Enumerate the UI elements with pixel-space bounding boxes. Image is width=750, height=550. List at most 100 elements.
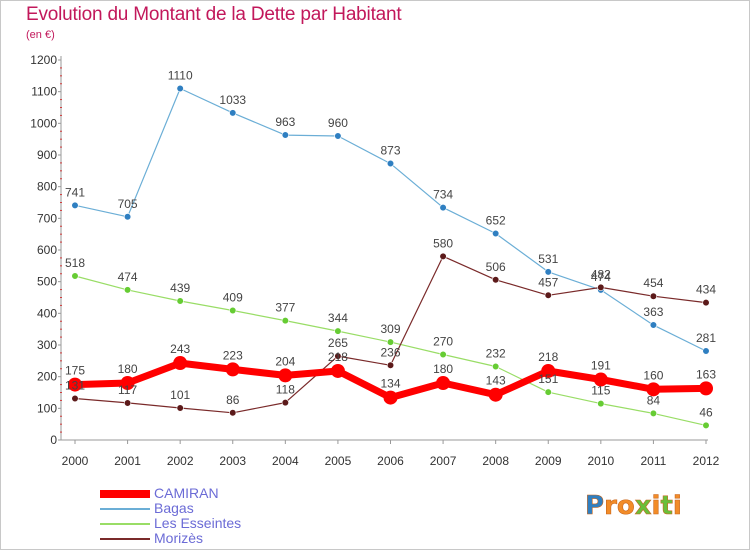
data-label-bagas: 963 — [275, 115, 295, 129]
data-point-les-esseintes — [386, 338, 395, 346]
data-point-bagas — [71, 201, 79, 209]
legend-swatch-camiran — [100, 490, 150, 498]
y-tick-label: 400 — [37, 306, 57, 320]
data-label-bagas: 734 — [433, 188, 453, 202]
axes: 0 100 200 300 400 500 600 700 800 900 1000 1100 1200… — [30, 53, 719, 468]
series-layer — [68, 84, 713, 430]
data-point-les-esseintes — [492, 362, 500, 371]
data-label-bagas: 960 — [328, 116, 348, 130]
data-point-bagas — [439, 203, 447, 212]
data-label-moriz-s: 118 — [276, 383, 295, 397]
y-tick-label: 1100 — [31, 85, 57, 99]
y-tick-label: 1200 — [30, 53, 57, 67]
data-point-moriz-s — [229, 409, 237, 417]
x-tick-label: 2011 — [641, 454, 667, 468]
logo-letter: x — [635, 491, 652, 521]
series-bagas — [71, 84, 710, 355]
data-label-camiran: 180 — [433, 362, 453, 376]
data-label-moriz-s: 482 — [591, 267, 611, 281]
data-point-camiran — [68, 377, 82, 392]
data-label-moriz-s: 434 — [696, 283, 716, 297]
data-label-bagas: 363 — [643, 305, 663, 319]
data-label-moriz-s: 265 — [328, 336, 348, 350]
data-point-moriz-s — [492, 276, 500, 284]
data-point-bagas — [176, 84, 184, 93]
data-point-moriz-s — [334, 352, 342, 360]
data-point-camiran — [541, 363, 556, 378]
data-point-moriz-s — [439, 252, 447, 260]
data-label-moriz-s: 117 — [118, 383, 137, 397]
legend-label-les-esseintes: Les Esseintes — [154, 515, 242, 531]
data-point-bagas — [649, 321, 658, 329]
x-tick-label: 2001 — [114, 454, 141, 468]
x-tick-label: 2007 — [430, 454, 457, 468]
logo-letter: P — [585, 491, 604, 521]
logo-letter: i — [652, 491, 661, 521]
data-point-moriz-s — [597, 283, 605, 291]
y-tick-label: 600 — [37, 243, 57, 257]
data-label-bagas: 474 — [591, 270, 611, 284]
data-point-camiran — [436, 376, 451, 390]
y-tick-label: 1000 — [30, 116, 57, 130]
data-point-moriz-s — [281, 399, 289, 407]
data-label-bagas: 1110 — [168, 69, 193, 83]
legend-label-moriz-s: Morizès — [154, 530, 204, 546]
data-label-camiran: 143 — [486, 374, 506, 388]
data-point-les-esseintes — [649, 409, 658, 418]
data-point-les-esseintes — [334, 327, 342, 335]
y-tick-label: 200 — [37, 370, 57, 384]
data-label-camiran: 218 — [328, 350, 348, 364]
data-point-camiran — [330, 363, 345, 378]
data-label-bagas: 1033 — [219, 93, 246, 107]
data-label-les-esseintes: 474 — [118, 270, 138, 284]
data-label-bagas: 705 — [118, 197, 138, 211]
legend-item-camiran: CAMIRAN — [100, 486, 300, 501]
data-label-camiran: 163 — [696, 367, 716, 381]
legend: CAMIRAN Bagas Les Esseintes Morizès — [100, 486, 300, 546]
data-point-bagas — [544, 268, 552, 276]
x-tick-label: 2010 — [587, 454, 614, 468]
logo-letter: i — [673, 491, 682, 521]
data-label-camiran: 218 — [538, 350, 558, 364]
series-camiran — [68, 356, 713, 405]
data-point-bagas — [492, 229, 500, 238]
data-point-moriz-s — [71, 394, 79, 403]
data-label-moriz-s: 580 — [433, 236, 453, 250]
data-label-camiran: 243 — [170, 342, 190, 356]
data-label-les-esseintes: 151 — [538, 372, 558, 386]
data-label-camiran: 175 — [65, 364, 85, 378]
legend-item-les-esseintes: Les Esseintes — [100, 516, 300, 531]
y-tick-label: 0 — [50, 433, 57, 447]
data-label-camiran: 134 — [380, 377, 400, 391]
x-tick-label: 2008 — [482, 454, 509, 468]
logo-letter: t — [660, 491, 672, 521]
series-line-bagas — [74, 87, 707, 352]
data-point-les-esseintes — [544, 388, 552, 396]
data-point-camiran — [593, 372, 608, 387]
data-point-moriz-s — [176, 404, 184, 412]
data-label-moriz-s: 454 — [643, 276, 663, 290]
chart-title: Evolution du Montant de la Dette par Hab… — [26, 4, 402, 25]
data-label-camiran: 191 — [591, 359, 611, 373]
data-point-bagas — [702, 347, 710, 355]
data-point-camiran — [120, 376, 135, 390]
legend-label-camiran: CAMIRAN — [154, 485, 219, 501]
data-point-camiran — [699, 381, 713, 396]
proxiti-logo-text: Proxiti — [585, 491, 682, 521]
y-tick-label: 500 — [37, 275, 57, 289]
data-label-les-esseintes: 518 — [65, 256, 85, 270]
data-label-moriz-s: 101 — [170, 388, 190, 402]
unit-label: (en €) — [26, 29, 55, 41]
data-label-camiran: 223 — [223, 348, 243, 362]
data-point-camiran — [225, 362, 240, 377]
data-point-moriz-s — [649, 292, 658, 300]
data-label-les-esseintes: 270 — [433, 335, 453, 349]
data-label-les-esseintes: 46 — [699, 405, 713, 419]
legend-item-moriz-s: Morizès — [100, 531, 300, 546]
x-tick-label: 2000 — [62, 454, 89, 468]
data-label-camiran: 160 — [643, 368, 663, 382]
x-tick-label: 2006 — [377, 454, 404, 468]
data-point-moriz-s — [544, 291, 552, 299]
